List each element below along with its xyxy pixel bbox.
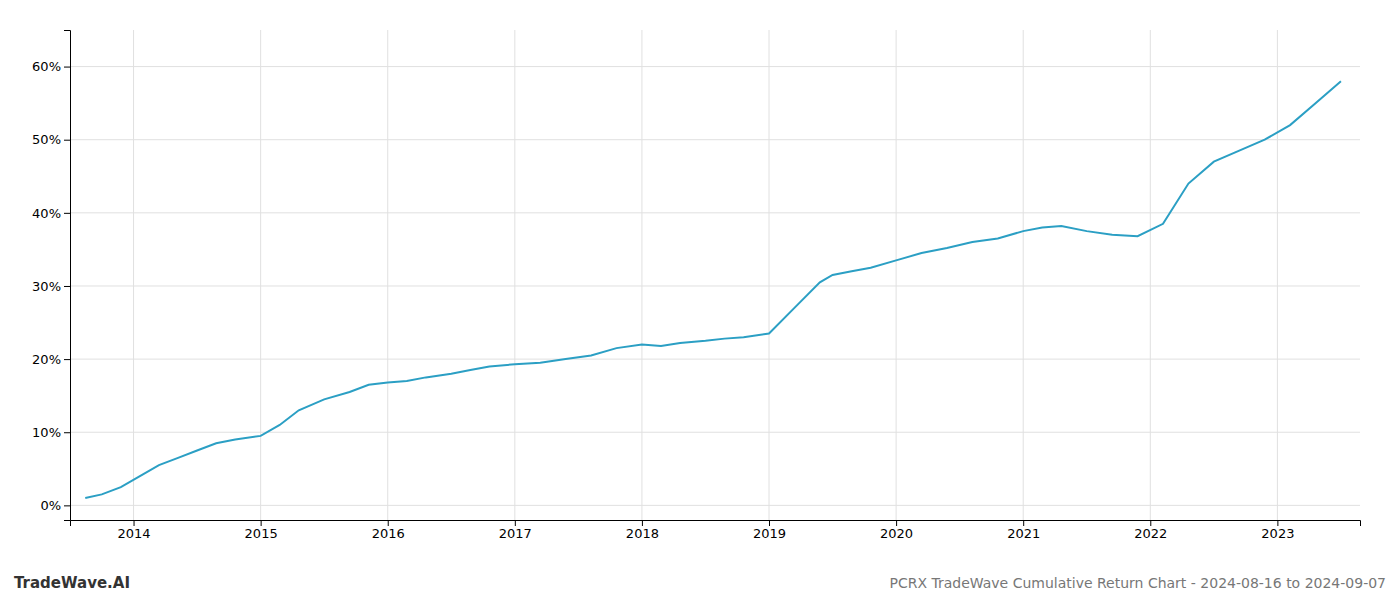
tick: 0% (40, 498, 70, 513)
tick-mark (1150, 520, 1151, 526)
tick: 2022 (1134, 520, 1167, 541)
tick-mark (261, 520, 262, 526)
tick-mark (769, 520, 770, 526)
tick-label: 2014 (117, 526, 150, 541)
grid-line (514, 30, 515, 520)
tick-label: 2020 (880, 526, 913, 541)
plot-area: 2014 2015 2016 2017 2018 2019 2020 2021 2022 2023… (32, 30, 1360, 541)
grid-line (70, 432, 1360, 433)
tick-mark (515, 520, 516, 526)
tick: 30% (32, 279, 70, 294)
tick-label: 30% (32, 279, 61, 294)
tick: 40% (32, 205, 70, 220)
grid-line (70, 359, 1360, 360)
chart: 2014 2015 2016 2017 2018 2019 2020 2021 2022 2023… (0, 0, 1400, 600)
tick-label: 50% (32, 132, 61, 147)
title: PCRX TradeWave Cumulative Return Chart -… (889, 575, 1386, 591)
tick: 2021 (1007, 520, 1040, 541)
grid-line (133, 30, 134, 520)
grid-line (1277, 30, 1278, 520)
tick: 2015 (245, 520, 278, 541)
tick: 2016 (372, 520, 405, 541)
tick-mark (64, 67, 70, 68)
tick-label: 2018 (626, 526, 659, 541)
tick: 2014 (117, 520, 150, 541)
grid-line (641, 30, 642, 520)
grid-line (1023, 30, 1024, 520)
grid-line (260, 30, 261, 520)
tick: 2020 (880, 520, 913, 541)
grid-line (70, 66, 1360, 67)
watermark: TradeWave.AI (14, 574, 130, 592)
tick-mark (642, 520, 643, 526)
tick-label: 40% (32, 205, 61, 220)
tick-label: 2019 (753, 526, 786, 541)
tick-mark (64, 505, 70, 506)
tick-mark (388, 520, 389, 526)
tick-label: 2023 (1261, 526, 1294, 541)
tick-label: 2021 (1007, 526, 1040, 541)
tick: 10% (32, 425, 70, 440)
tick: 2017 (499, 520, 532, 541)
grid-line (387, 30, 388, 520)
tick-label: 10% (32, 425, 61, 440)
tick: 50% (32, 132, 70, 147)
marks (85, 81, 1341, 498)
tick-label: 20% (32, 352, 61, 367)
tick-mark (64, 359, 70, 360)
axis-line (71, 521, 1361, 527)
tick-label: 2016 (372, 526, 405, 541)
tick-mark (64, 140, 70, 141)
grid-line (70, 212, 1360, 213)
tick-label: 0% (40, 498, 61, 513)
grid-line (70, 285, 1360, 286)
tick: 2018 (626, 520, 659, 541)
tick-label: 2022 (1134, 526, 1167, 541)
tick: 2019 (753, 520, 786, 541)
grid-line (70, 505, 1360, 506)
tick-mark (64, 286, 70, 287)
tick-mark (134, 520, 135, 526)
grid-line (70, 139, 1360, 140)
tick-label: 2015 (245, 526, 278, 541)
tick-label: 2017 (499, 526, 532, 541)
x-axis: 2014 2015 2016 2017 2018 2019 2020 2021 2022 2023 (71, 520, 1361, 541)
tick-mark (1023, 520, 1024, 526)
tick: 20% (32, 352, 70, 367)
tick: 60% (32, 59, 70, 74)
tick-mark (64, 432, 70, 433)
tick-mark (896, 520, 897, 526)
axis-line (64, 31, 71, 521)
grid (70, 30, 1360, 520)
tick: 2023 (1261, 520, 1294, 541)
grid-line (896, 30, 897, 520)
line (85, 81, 1341, 498)
grid-line (1150, 30, 1151, 520)
tick-mark (1277, 520, 1278, 526)
y-axis: 0% 10% 20% 30% 40% 50% 60% (32, 31, 70, 521)
grid-line (769, 30, 770, 520)
tick-label: 60% (32, 59, 61, 74)
tick-mark (64, 213, 70, 214)
